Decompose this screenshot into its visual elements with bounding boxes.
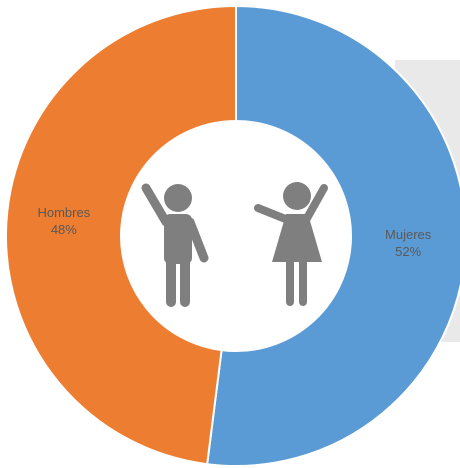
boy-arm [141,183,171,227]
boy-body [164,214,192,264]
value-label: 48% [51,222,77,237]
slice-label: Mujeres 52% [385,227,432,259]
slice [5,4,237,466]
icons [141,182,328,307]
girl-arm [302,184,328,224]
slice-label: Hombres 48% [37,205,90,237]
category-label: Mujeres [385,227,432,242]
boy-arm [185,217,209,263]
girl-dress [272,214,322,262]
girl-head [283,182,311,210]
donut [5,4,460,467]
category-label: Hombres [37,205,90,220]
boy-head [164,184,192,212]
girl-arm [254,204,292,224]
slice [206,4,460,467]
value-label: 52% [395,244,421,259]
